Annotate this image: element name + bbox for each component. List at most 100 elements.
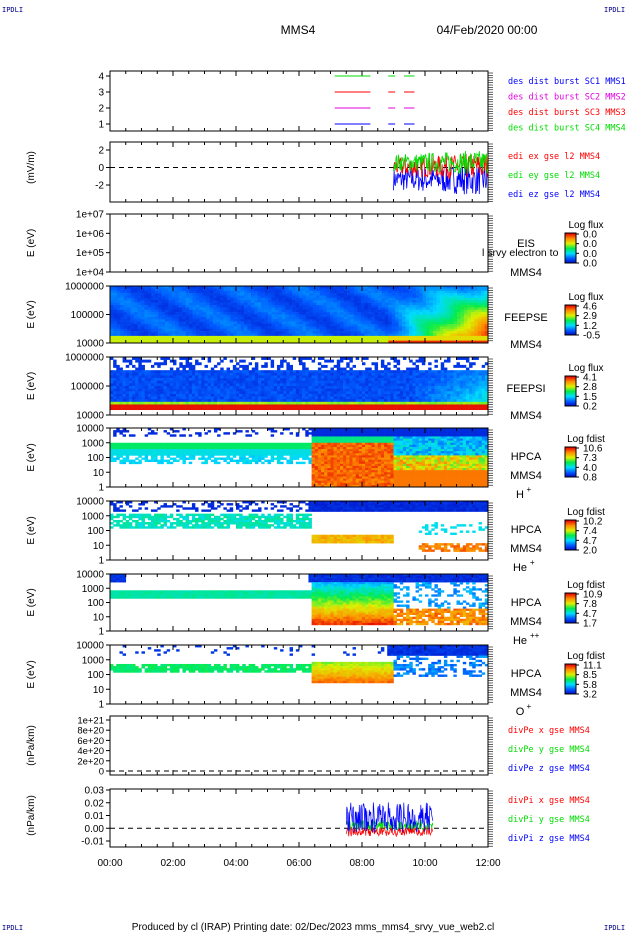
feepse-cell <box>350 297 355 301</box>
feepse-cell <box>206 305 210 308</box>
feepse-cell <box>230 300 235 303</box>
feepsi-cell <box>110 399 114 403</box>
feepsi-cell <box>188 367 193 371</box>
feepse-cell <box>274 335 279 339</box>
feepsi-cell <box>201 378 205 382</box>
feepse-cell <box>378 295 382 299</box>
edi-ytick-label: 2 <box>98 146 104 157</box>
feepsi-cell <box>242 388 246 392</box>
feepse-cell <box>257 300 262 303</box>
feepse-cell <box>154 326 159 330</box>
feepsi-cell <box>251 386 256 389</box>
feepse-cell <box>257 288 262 292</box>
feepsi-cell <box>217 407 221 411</box>
feepse-cell <box>278 321 283 325</box>
feepse-cell <box>357 312 362 315</box>
feepse-cell <box>388 321 393 325</box>
feepse-cell <box>120 300 125 303</box>
feepse-cell <box>237 297 241 301</box>
feepsi-cell <box>396 359 401 363</box>
feepsi-cell <box>169 359 174 363</box>
feepse-cell <box>189 309 193 313</box>
feepsi-cell <box>352 404 356 408</box>
feepsi-cell <box>428 367 432 371</box>
feepse-cell <box>463 290 468 294</box>
feepsi-cell <box>352 396 356 400</box>
feepse-cell <box>484 302 489 306</box>
feepse-cell <box>268 326 272 330</box>
feepse-cell <box>333 305 338 308</box>
feepse-cell <box>178 314 183 318</box>
feepsi-cell <box>182 391 186 395</box>
feepse-cell <box>199 295 204 299</box>
feepse-cell <box>288 324 293 327</box>
feepse-cell <box>323 316 327 320</box>
feepse-cell <box>470 326 475 330</box>
feepse-cell <box>206 314 210 318</box>
feepse-cell <box>299 286 303 289</box>
feepse-cell <box>450 314 454 318</box>
feepse-cell <box>226 305 231 308</box>
feepse-cell <box>216 319 221 322</box>
feepse-cell <box>419 312 424 315</box>
feepsi-cell <box>289 370 293 374</box>
feepse-cell <box>199 309 204 313</box>
feepsi-cell <box>157 375 161 379</box>
feepse-cell <box>484 326 489 330</box>
feepse-cell <box>123 321 128 325</box>
feepse-cell <box>367 295 372 299</box>
feepsi-cell <box>154 401 158 405</box>
feepse-cell <box>374 312 379 315</box>
feepse-cell <box>391 328 396 332</box>
feepse-cell <box>278 319 283 322</box>
feepsi-cell <box>267 386 271 389</box>
feepsi-cell <box>245 391 249 395</box>
feepsi-cell <box>122 372 127 376</box>
feepsi-cell <box>456 362 460 366</box>
eis-colorbar-cell <box>565 256 576 258</box>
feepse-cell <box>477 314 482 318</box>
feepsi-cell <box>396 396 401 400</box>
feepse-cell <box>371 295 375 299</box>
feepse-cell <box>288 333 293 337</box>
feepse-cell <box>391 307 396 311</box>
feepsi-cell <box>226 386 230 389</box>
feepse-cell <box>202 309 207 313</box>
feepse-cell <box>130 300 135 303</box>
feepse-cell <box>305 316 310 320</box>
feepse-cell <box>405 324 410 327</box>
feepsi-cell <box>264 383 268 387</box>
feepsi-cell <box>396 375 401 379</box>
feepsi-cell <box>421 372 426 376</box>
feepse-cell <box>202 326 207 330</box>
feepsi-cell <box>179 391 183 395</box>
feepse-cell <box>481 312 485 315</box>
feepsi-cell <box>163 380 167 384</box>
feepse-cell <box>460 338 465 341</box>
feepsi-cell <box>440 401 445 405</box>
feepsi-cell <box>198 393 202 397</box>
feepse-cell <box>274 316 279 320</box>
feepsi-cell <box>185 375 190 379</box>
feepse-cell <box>470 290 475 294</box>
feepsi-cell <box>355 388 360 392</box>
feepsi-cell <box>132 370 136 374</box>
feepse-cell <box>192 286 197 289</box>
feepsi-cell <box>157 391 161 395</box>
feepse-cell <box>436 319 441 322</box>
feepse-cell <box>195 326 200 330</box>
feepse-cell <box>192 290 197 294</box>
feepse-cell <box>281 338 286 341</box>
feepse-cell <box>312 331 317 334</box>
feepse-cell <box>439 331 444 334</box>
feepse-cell <box>405 331 410 334</box>
feepsi-cell <box>173 362 177 366</box>
feepsi-cell <box>239 364 243 368</box>
feepse-cell <box>439 302 444 306</box>
feepsi-cell <box>314 386 319 389</box>
feepse-cell <box>151 288 155 292</box>
feepse-cell <box>460 302 465 306</box>
feepsi-cell <box>459 407 464 411</box>
feepse-cell <box>364 293 369 296</box>
feepse-cell <box>120 286 125 289</box>
